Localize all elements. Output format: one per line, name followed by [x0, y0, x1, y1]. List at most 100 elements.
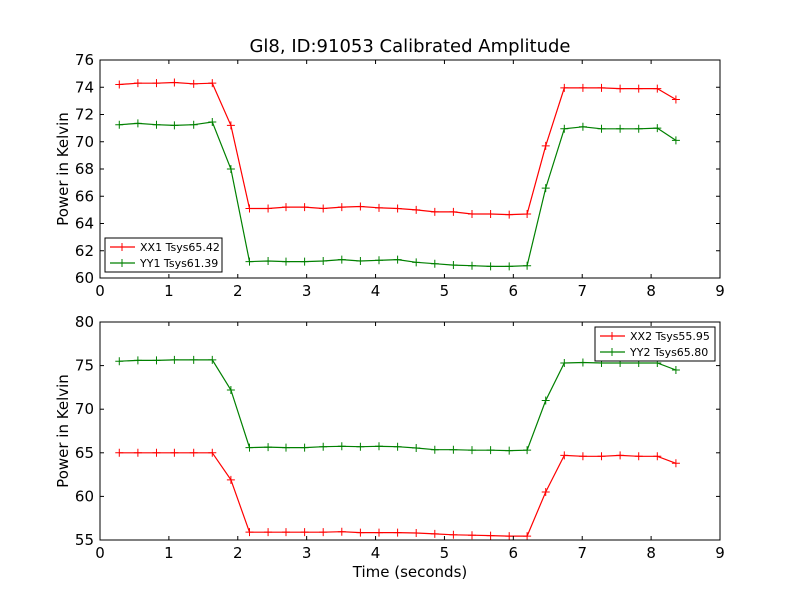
data-point: [356, 442, 365, 451]
data-point: [430, 529, 439, 538]
data-point: [523, 532, 532, 541]
x-tick-label: 2: [233, 282, 243, 300]
legend-box: [104, 237, 223, 273]
data-point: [393, 528, 402, 537]
x-tick-label: 5: [440, 544, 450, 562]
x-tick-label: 0: [95, 544, 105, 562]
data-point: [189, 448, 198, 457]
y-tick-label: 64: [75, 215, 94, 233]
data-point: [152, 79, 161, 88]
data-point: [505, 210, 514, 219]
data-point: [468, 261, 476, 270]
data-point: [560, 83, 569, 92]
legend: XX2 Tsys55.95 YY2 Tsys65.80: [594, 326, 716, 362]
legend-label: YY2 Tsys65.80: [629, 346, 708, 359]
data-point: [115, 80, 124, 89]
data-point: [671, 365, 680, 374]
x-tick-label: 5: [440, 282, 450, 300]
data-point: [356, 256, 365, 265]
data-point: [300, 443, 309, 452]
data-point: [337, 203, 346, 212]
data-point: [597, 124, 606, 133]
x-tick-label: 9: [715, 282, 725, 300]
y-axis-label: Power in Kelvin: [54, 374, 72, 488]
y-tick-label: 72: [75, 106, 94, 124]
data-point: [505, 446, 514, 455]
data-point: [375, 442, 383, 451]
data-point: [300, 257, 309, 266]
data-point: [375, 528, 383, 537]
data-point: [523, 446, 532, 455]
data-point: [356, 202, 365, 211]
data-point: [578, 83, 587, 92]
data-point: [319, 256, 328, 265]
data-point: [282, 443, 290, 452]
data-point: [653, 124, 662, 133]
legend-marker: [118, 259, 126, 267]
data-point: [449, 530, 458, 539]
data-point: [560, 124, 569, 133]
data-point: [208, 117, 217, 126]
data-point: [412, 258, 421, 267]
series-line-1: [119, 452, 677, 537]
data-point: [449, 261, 458, 270]
data-point: [634, 84, 643, 93]
data-point: [152, 120, 161, 129]
data-point: [597, 83, 606, 92]
data-point: [634, 452, 643, 461]
data-point: [356, 528, 365, 537]
data-point: [505, 532, 514, 541]
data-point: [208, 79, 217, 88]
series-line-1: [119, 81, 677, 216]
x-tick-label: 9: [715, 544, 725, 562]
data-point: [523, 261, 532, 270]
data-point: [653, 84, 662, 93]
data-point: [505, 262, 514, 271]
data-point: [189, 79, 198, 88]
chart-title: Gl8, ID:91053 Calibrated Amplitude: [249, 36, 570, 57]
x-tick-label: 6: [509, 282, 519, 300]
data-point: [671, 95, 680, 104]
data-point: [300, 528, 309, 537]
data-point: [486, 209, 495, 218]
data-point: [282, 203, 290, 212]
data-point: [189, 120, 198, 129]
data-point: [245, 443, 254, 452]
y-tick-label: 68: [75, 160, 94, 178]
legend-marker: [608, 332, 616, 340]
data-point: [468, 209, 476, 218]
data-point: [337, 442, 346, 451]
x-tick-label: 4: [371, 544, 381, 562]
x-tick-label: 2: [233, 544, 243, 562]
data-point: [468, 446, 476, 455]
data-point: [486, 262, 495, 271]
x-tick-label: 1: [164, 544, 174, 562]
data-point: [152, 356, 161, 365]
data-point: [245, 204, 254, 213]
data-point: [264, 256, 273, 265]
data-point: [616, 451, 625, 460]
legend-marker: [608, 348, 616, 356]
data-point: [115, 448, 124, 457]
data-point: [541, 184, 550, 193]
data-point: [282, 257, 290, 266]
legend-label: YY1 Tsys61.39: [139, 257, 218, 270]
data-point: [393, 204, 402, 213]
data-point: [337, 527, 346, 536]
chart-panel-2: 0 1 2 3 4 5 6 7 8 9 55 60 65 70 75 80 Power in Kelvin Tim…: [54, 313, 725, 581]
data-point: [468, 531, 476, 540]
series-line-2: [119, 359, 677, 452]
data-point: [578, 452, 587, 461]
legend-marker: [118, 243, 126, 251]
data-point: [170, 355, 179, 364]
data-point: [634, 124, 643, 133]
data-point: [541, 396, 550, 405]
x-tick-label: 0: [95, 282, 105, 300]
data-point: [616, 84, 625, 93]
data-point: [133, 79, 142, 88]
data-point: [337, 255, 346, 264]
y-tick-label: 66: [75, 187, 94, 205]
y-tick-label: 70: [75, 133, 94, 151]
data-point: [449, 207, 458, 216]
data-point: [430, 207, 439, 216]
